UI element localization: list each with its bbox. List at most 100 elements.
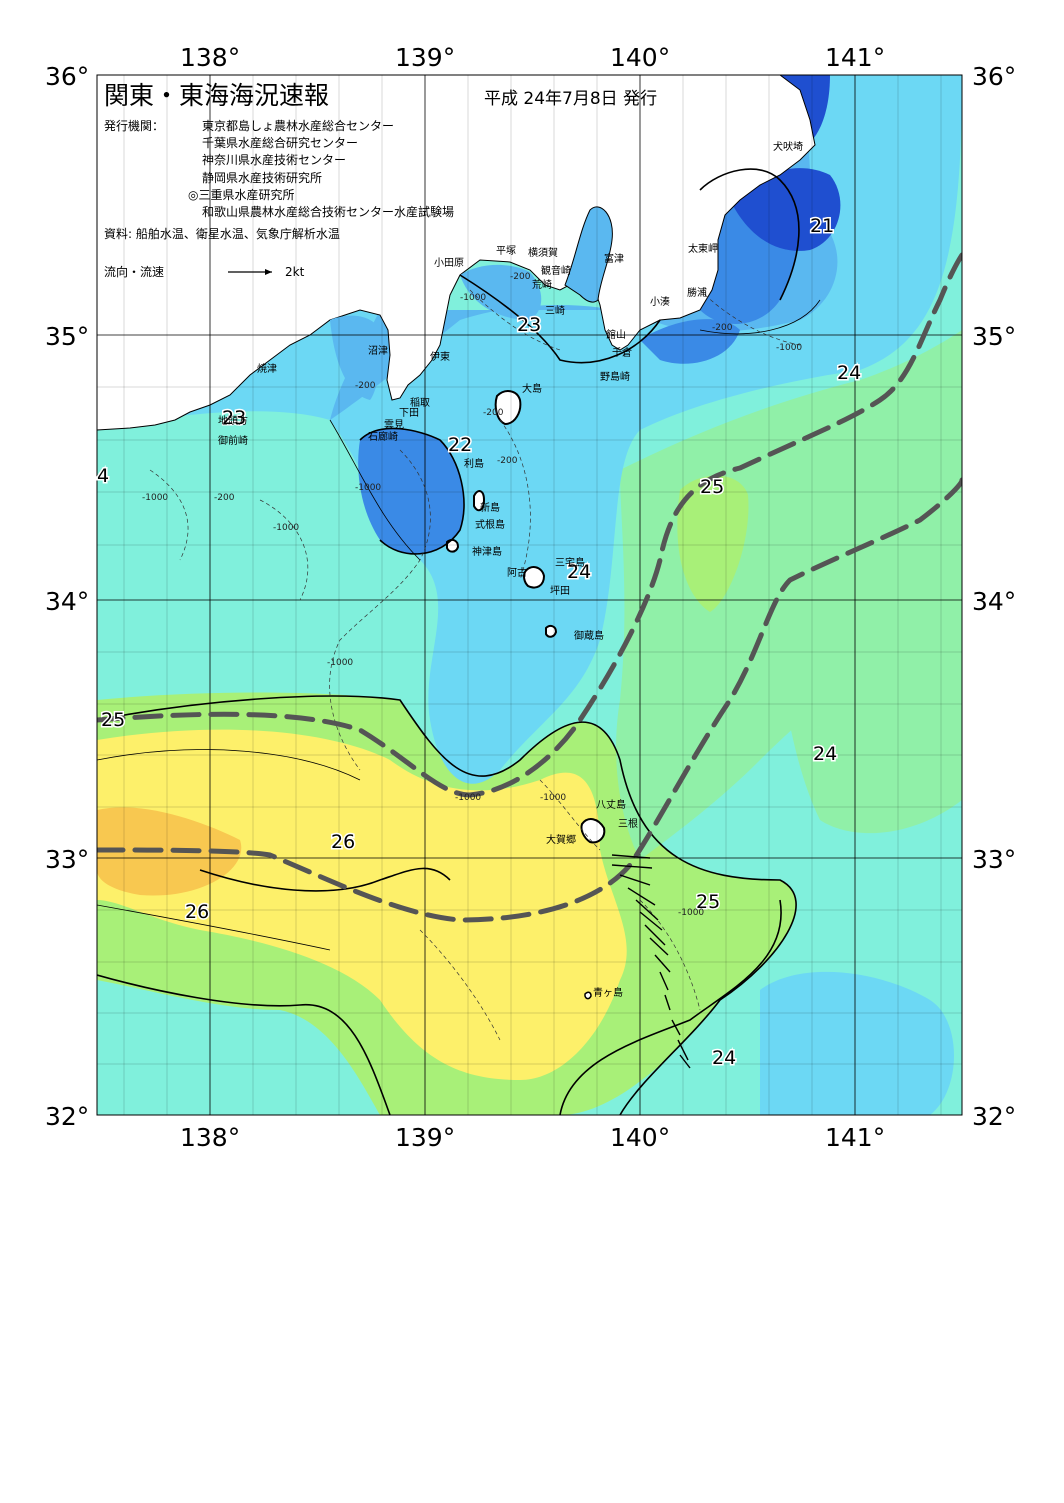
depth-label: -1000 [678,908,704,918]
issuer-2: 千葉県水産総合研究センター [202,135,358,150]
lat-left-34: 34° [45,587,89,616]
map-title: 関東・東海海況速報 [104,81,329,110]
isotherm-thin-lines [97,299,821,951]
place-label: 太東岬 [688,242,718,255]
flow-legend-label: 流向・流速 [104,264,164,279]
eastern-25-patch [677,475,749,612]
isotherm-label: 24 [712,1047,736,1069]
lat-right-35: 35° [972,322,1016,351]
tokyo-bay [564,206,613,303]
place-label: 観音崎 [541,264,571,277]
place-label: 平塚 [496,245,516,257]
lon-top-141: 141° [825,43,885,72]
isotherm-label: 25 [700,476,724,498]
isotherm-label: 22 [448,434,472,456]
lon-top-140: 140° [610,43,670,72]
depth-label: -200 [483,408,504,418]
minor-grid [97,75,962,1115]
isotherm-label: 4 [97,465,109,487]
depth-label: -1000 [540,793,566,803]
isotherm-label: 23 [222,407,246,429]
place-label: 下田 [399,408,419,419]
depth-label: -1000 [355,483,381,493]
place-label: 焼津 [257,363,277,375]
graticule [97,75,962,1115]
suruga-bay [330,315,381,400]
island-mikura [545,624,558,638]
place-label: 小湊 [650,295,670,308]
island-oshima [494,390,522,426]
latitude-labels-left: 36° 35° 34° 33° 32° [45,62,89,1131]
isotherm-label: 23 [517,314,541,336]
place-label: 三宅島 [555,556,585,569]
place-label: 小田原 [434,257,464,269]
place-label: 大島 [522,382,542,395]
place-label: 式根島 [475,518,505,531]
place-label: 青ヶ島 [593,986,623,999]
isotherm-lines [97,168,800,1115]
lon-bottom-141: 141° [825,1123,885,1152]
place-label: 伊東 [430,350,450,363]
lon-bottom-139: 139° [395,1123,455,1152]
depth-label: -1000 [142,493,168,503]
depth-label: -200 [497,456,518,466]
place-label: 新島 [480,501,500,514]
flow-legend-unit: 2kt [285,265,305,279]
place-label: 坪田 [550,584,570,597]
place-label: 沼津 [368,344,388,357]
lat-left-36: 36° [45,62,89,91]
issuer-5: ◎三重県水産研究所 [188,187,294,202]
place-label: 神津島 [472,545,502,558]
isotherm-labels: 21 22 23 23 24 24 24 24 25 25 25 26 26 4 [96,214,863,1071]
flow-legend-arrowhead [265,269,272,275]
place-label: 野島崎 [600,370,630,383]
place-label: 地頭方 [218,414,248,427]
map-area [97,75,962,1115]
place-label: 三根 [618,817,638,830]
latitude-labels-right: 36° 35° 34° 33° 32° [972,62,1016,1131]
isotherm-label: 21 [810,215,834,237]
place-label: 利島 [464,457,484,470]
current-vectors [611,854,691,1069]
issuer-1: 東京都島しょ農林水産総合センター [202,118,394,133]
isotherm-label: 25 [696,891,720,913]
depth-label: -1000 [273,523,299,533]
place-label: 阿古 [507,566,527,579]
depth-label: -200 [510,272,531,282]
lon-bottom-140: 140° [610,1123,670,1152]
place-label: 館山 [606,328,626,341]
depth-label: -200 [712,323,733,333]
issuer-label: 発行機関： [104,118,164,133]
depth-label: -1000 [327,658,353,668]
cold-water-22 [358,428,464,554]
place-label: 八丈島 [596,798,626,811]
lon-top-139: 139° [395,43,455,72]
lat-right-36: 36° [972,62,1016,91]
isotherm-label: 25 [101,709,125,731]
longitude-labels-bottom: 138° 139° 140° 141° [180,1123,885,1152]
place-label: 荒崎 [532,278,552,291]
data-source: 資料: 船舶水温、衛星水温、気象庁解析水温 [104,226,340,241]
place-label: 大賀郷 [546,833,576,846]
lat-left-32: 32° [45,1102,89,1131]
place-label: 雲見 [384,419,404,431]
issue-date: 平成 24年7月8日 発行 [484,89,657,109]
depth-contours [149,289,801,1041]
isotherm-label: 26 [185,901,209,923]
issuer-4: 静岡県水産技術研究所 [202,170,322,185]
island-miyake [523,566,546,589]
cool-patch-southeast [760,971,954,1115]
lon-bottom-138: 138° [180,1123,240,1152]
land-honshu [97,75,816,431]
warm-water-27 [97,807,242,896]
place-label: 御蔵島 [574,629,604,642]
isotherm-label: 24 [813,743,837,765]
lat-right-32: 32° [972,1102,1016,1131]
far-east-24 [777,440,962,834]
cold-water-22c [640,319,740,364]
place-label: 石廊崎 [368,430,398,443]
place-label: 稲取 [410,397,430,409]
place-label: 富津 [604,252,624,265]
isotherm-label: 24 [837,362,861,384]
